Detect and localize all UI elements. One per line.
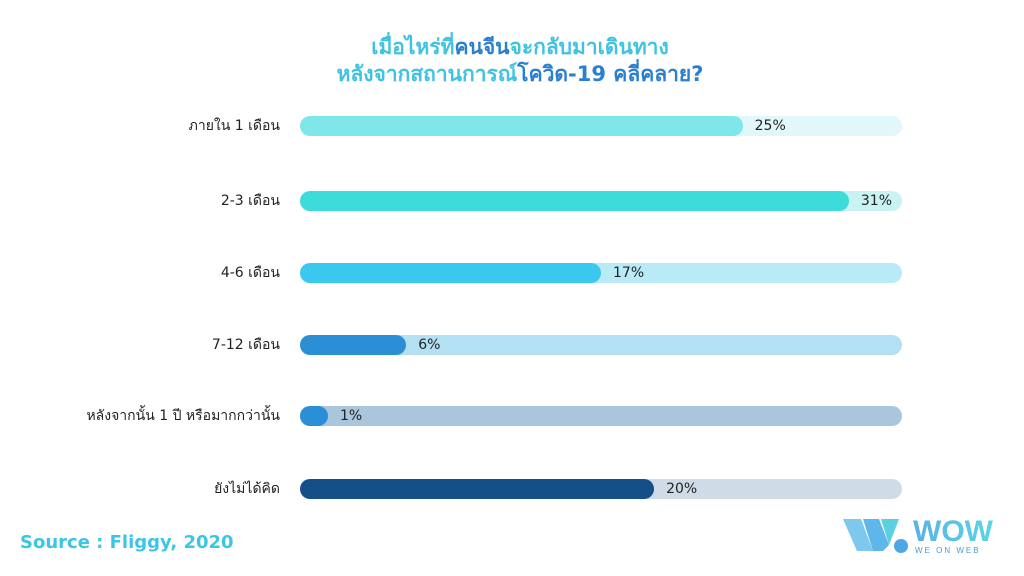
title-segment: หลังจากสถานการณ์ [336,62,518,86]
bar-row: หลังจากนั้น 1 ปี หรือมากกว่านั้น 1% [0,406,1024,426]
title-segment: จะกลับมาเดินทาง [509,35,669,59]
bar-track [300,335,902,355]
bar-row: 4-6 เดือน 17% [0,263,1024,283]
category-label: 4-6 เดือน [220,265,280,281]
category-label: 2-3 เดือน [220,193,280,209]
category-label: 7-12 เดือน [211,337,280,353]
category-label: หลังจากนั้น 1 ปี หรือมากกว่านั้น [86,408,280,424]
value-label: 6% [418,337,441,353]
bar-row: 7-12 เดือน 6% [0,335,1024,355]
title-segment: เมื่อไหร่ที่ [371,35,455,59]
wow-logo: WOW WE ON WEB [843,515,1023,561]
bar [300,116,743,136]
value-label: 17% [613,265,645,281]
value-label: 20% [666,481,698,497]
svg-text:WE ON WEB: WE ON WEB [915,546,981,555]
title-segment: คนจีน [454,35,510,59]
chart-title: เมื่อไหร่ที่คนจีนจะกลับมาเดินทาง หลังจากส… [0,34,1024,88]
value-label: 31% [860,193,892,209]
title-segment: โควิด-19 คลี่คลาย? [517,62,704,86]
bar-track [300,116,902,136]
title-line: หลังจากสถานการณ์โควิด-19 คลี่คลาย? [0,61,1024,88]
bar-row: ยังไม่ได้คิด 20% [0,479,1024,499]
bar-track [300,406,902,426]
bar [300,406,328,426]
title-line: เมื่อไหร่ที่คนจีนจะกลับมาเดินทาง [0,34,1024,61]
bar-track [300,263,902,283]
category-label: ยังไม่ได้คิด [214,481,280,497]
svg-text:WOW: WOW [913,515,994,548]
bar [300,191,849,211]
bar-track [300,191,902,211]
category-label: ภายใน 1 เดือน [188,118,280,134]
bar [300,335,407,355]
bar [300,479,655,499]
bar [300,263,601,283]
bar-row: ภายใน 1 เดือน 25% [0,116,1024,136]
bar-row: 2-3 เดือน 31% [0,191,1024,211]
bar-track [300,479,902,499]
source-note: Source : Fliggy, 2020 [20,532,234,553]
value-label: 1% [340,408,363,424]
value-label: 25% [754,118,786,134]
